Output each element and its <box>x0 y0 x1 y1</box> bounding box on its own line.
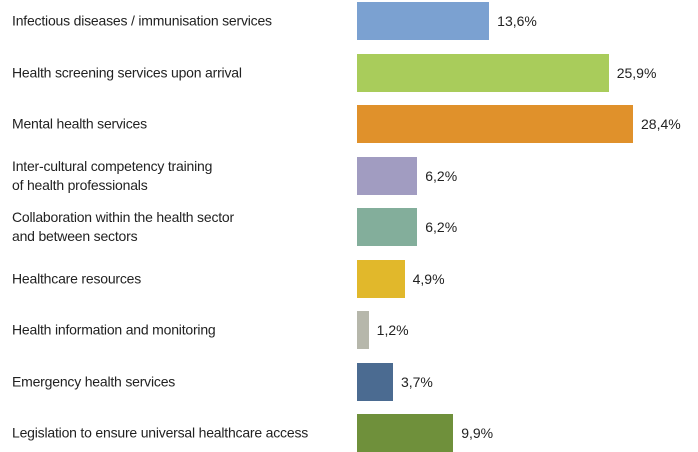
category-label: Legislation to ensure universal healthca… <box>12 424 309 441</box>
value-label: 9,9% <box>461 425 494 441</box>
category-label: Health information and monitoring <box>12 321 216 338</box>
category-label: Inter-cultural competency training of he… <box>12 157 213 193</box>
bar <box>357 208 418 246</box>
bar <box>357 53 609 92</box>
category-label: Collaboration within the health sector a… <box>12 209 234 244</box>
bar <box>357 2 490 40</box>
bar <box>357 259 405 298</box>
bar <box>357 362 393 401</box>
value-label: 13,6% <box>497 13 537 29</box>
value-label: 28,4% <box>641 116 681 132</box>
category-label: Infectious diseases / immunisation servi… <box>12 12 272 29</box>
value-label: 4,9% <box>412 270 445 287</box>
category-label: Healthcare resources <box>12 270 142 286</box>
value-label: 6,2% <box>425 167 458 184</box>
category-label: Mental health services <box>12 115 147 132</box>
bar <box>357 156 418 195</box>
bar <box>357 105 633 143</box>
category-label: Health screening services upon arrival <box>12 64 242 80</box>
value-label: 1,2% <box>376 322 409 338</box>
value-label: 6,2% <box>425 219 458 235</box>
value-label: 3,7% <box>400 373 433 390</box>
value-label: 25,9% <box>616 64 657 81</box>
bar <box>357 311 369 349</box>
bar <box>357 414 454 452</box>
category-label: Emergency health services <box>12 373 176 389</box>
